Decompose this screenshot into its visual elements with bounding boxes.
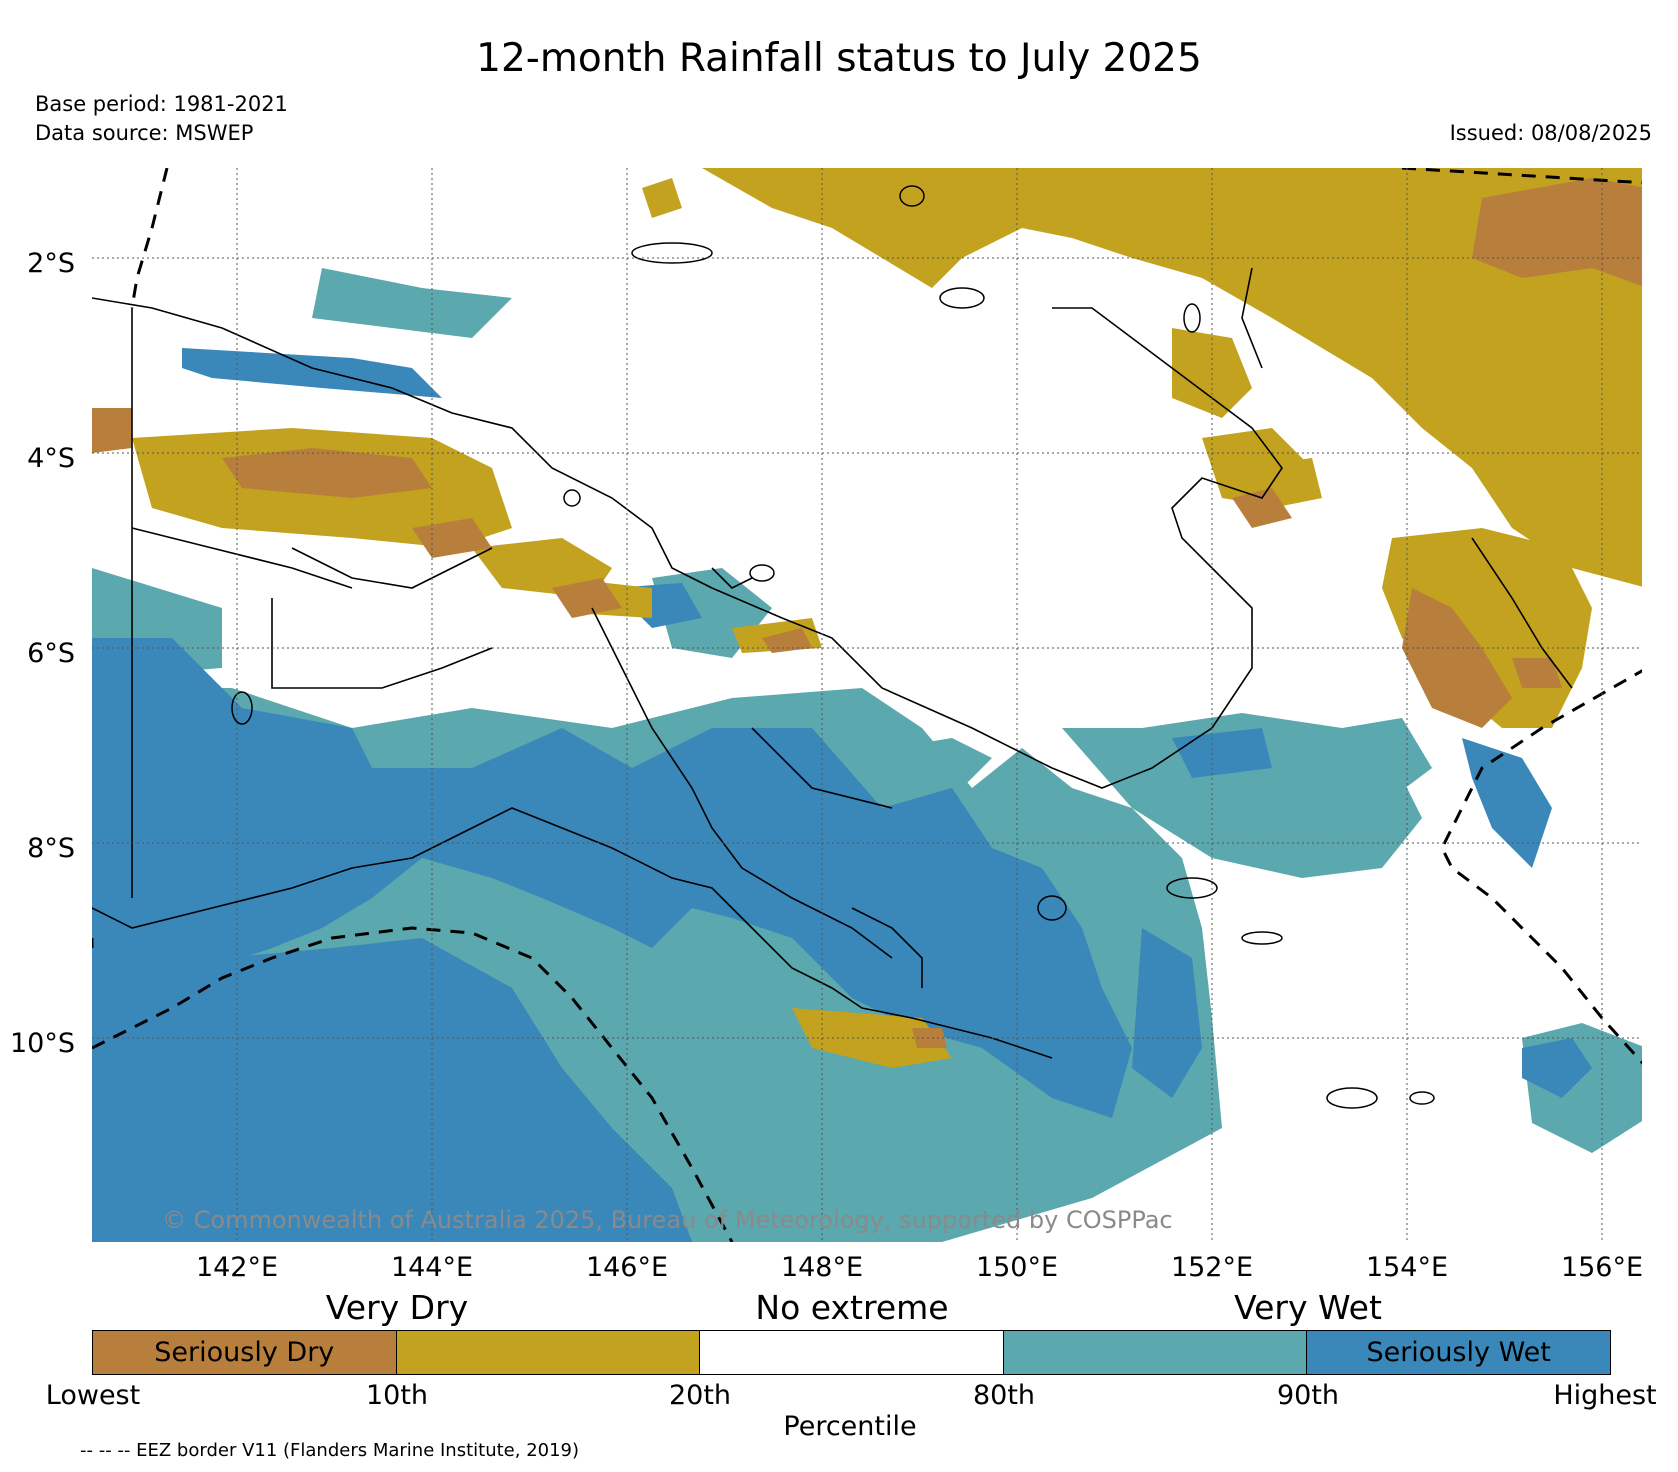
- seriously-wet-regions: [92, 348, 1592, 1242]
- percentile-label-90th: 90th: [1276, 1380, 1340, 1411]
- lat-label-2s: 2°S: [27, 248, 75, 279]
- legend-segment-very-wet: [1003, 1331, 1308, 1374]
- lon-label-146e: 146°E: [585, 1252, 669, 1283]
- lon-label-154e: 154°E: [1365, 1252, 1449, 1283]
- zone-label-very-dry: Very Dry: [325, 1288, 469, 1327]
- legend-segment-seriously-wet: Seriously Wet: [1307, 1331, 1610, 1374]
- lat-label-10s: 10°S: [10, 1028, 75, 1059]
- percentile-label-10th: 10th: [365, 1380, 429, 1411]
- zone-label-very-wet: Very Wet: [1234, 1288, 1382, 1327]
- rainfall-map-canvas: [92, 168, 1642, 1242]
- coastlines-and-borders: [92, 267, 1573, 1059]
- lon-label-152e: 152°E: [1170, 1252, 1254, 1283]
- percentile-axis-title: Percentile: [783, 1411, 917, 1442]
- legend-segment-seriously-dry: Seriously Dry: [93, 1331, 397, 1374]
- base-period-text: Base period: 1981-2021: [35, 92, 288, 116]
- rainfall-map: [92, 168, 1642, 1242]
- map-title: 12-month Rainfall status to July 2025: [476, 36, 1202, 81]
- data-source-text: Data source: MSWEP: [35, 121, 254, 145]
- lon-label-148e: 148°E: [780, 1252, 864, 1283]
- very-dry-regions: [132, 168, 1642, 1068]
- seriously-dry-regions: [92, 178, 1642, 1048]
- lat-label-8s: 8°S: [27, 833, 75, 864]
- zone-label-no-extreme: No extreme: [755, 1288, 949, 1327]
- lon-label-150e: 150°E: [975, 1252, 1059, 1283]
- lon-label-144e: 144°E: [390, 1252, 474, 1283]
- lon-label-156e: 156°E: [1560, 1252, 1644, 1283]
- legend-segment-no-extreme: [700, 1331, 1004, 1374]
- percentile-label-80th: 80th: [972, 1380, 1036, 1411]
- lon-label-142e: 142°E: [195, 1252, 279, 1283]
- graticule-lines: [92, 168, 1642, 1242]
- percentile-label-lowest: Lowest: [45, 1380, 141, 1411]
- lat-label-4s: 4°S: [27, 443, 75, 474]
- eez-border-note: -- -- -- EEZ border V11 (Flanders Marine…: [80, 1440, 580, 1461]
- issued-date-text: Issued: 08/08/2025: [1449, 121, 1652, 145]
- island-outlines: [231, 185, 1435, 1109]
- eez-borders: [92, 168, 1642, 1242]
- percentile-label-20th: 20th: [668, 1380, 732, 1411]
- lat-label-6s: 6°S: [27, 638, 75, 669]
- legend-color-bar: Seriously Dry Seriously Wet: [92, 1330, 1611, 1375]
- percentile-label-highest: Highest: [1553, 1380, 1657, 1411]
- legend-segment-very-dry: [396, 1331, 701, 1374]
- copyright-notice: © Commonwealth of Australia 2025, Bureau…: [162, 1206, 1173, 1234]
